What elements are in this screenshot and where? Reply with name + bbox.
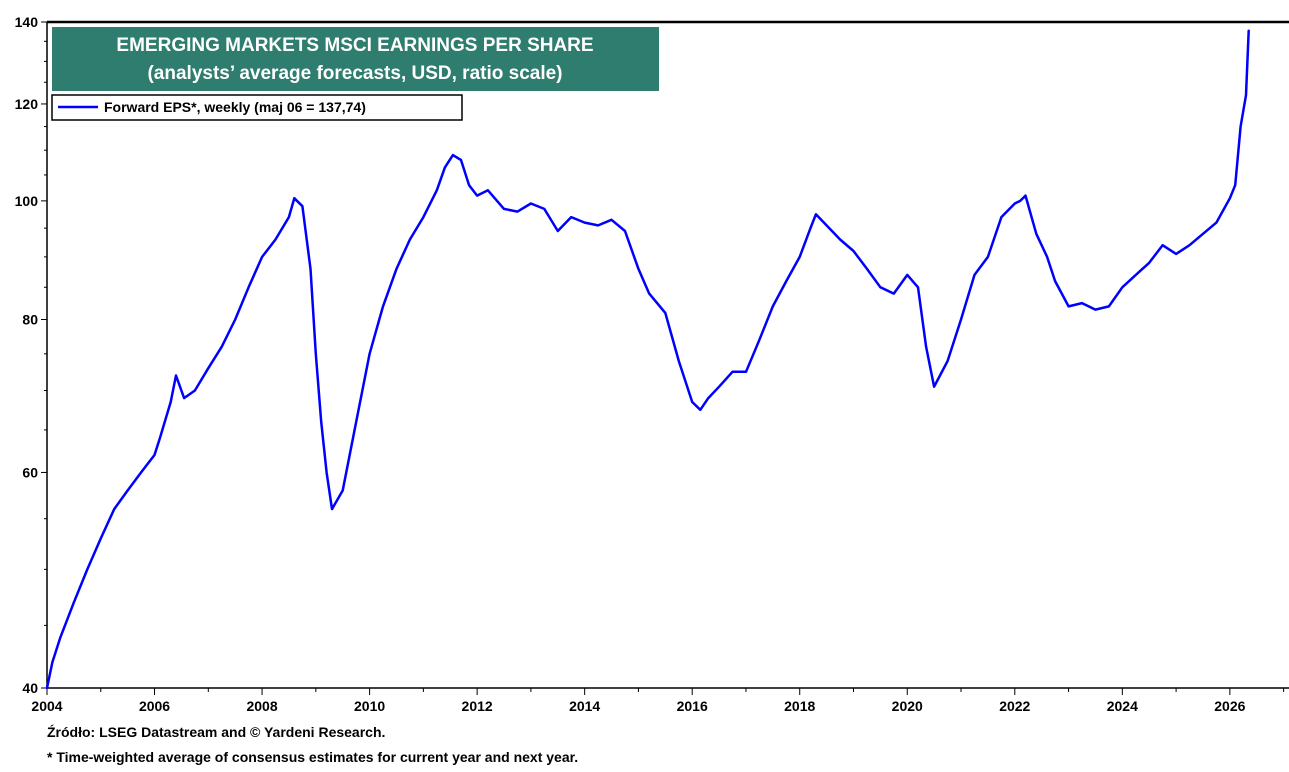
y-tick-label: 40	[22, 680, 38, 696]
x-tick-label: 2006	[139, 698, 170, 714]
x-tick-label: 2026	[1214, 698, 1245, 714]
y-axis-ticks: 40 60 80 100 120 140	[15, 14, 47, 696]
series-lines	[45, 29, 1250, 690]
x-tick-label: 2022	[999, 698, 1030, 714]
chart-subtitle: (analysts’ average forecasts, USD, ratio…	[147, 63, 562, 84]
x-tick-label: 2012	[462, 698, 493, 714]
chart-title: EMERGING MARKETS MSCI EARNINGS PER SHARE	[116, 35, 593, 56]
source-note: Źródło: LSEG Datastream and © Yardeni Re…	[47, 724, 386, 740]
series-line-forward-eps	[45, 29, 1250, 690]
x-tick-label: 2016	[677, 698, 708, 714]
y-tick-label: 80	[22, 312, 38, 328]
x-tick-label: 2014	[569, 698, 600, 714]
footnote: * Time-weighted average of consensus est…	[47, 749, 579, 765]
legend-box	[51, 94, 463, 121]
x-tick-label: 2020	[892, 698, 923, 714]
x-tick-label: 2008	[246, 698, 277, 714]
x-tick-label: 2024	[1107, 698, 1138, 714]
x-axis-ticks: 2004 2006 2008 2010 2012 2014 2016 2018 2020 2022…	[31, 688, 1285, 714]
legend-label: Forward EPS*, weekly (maj 06 = 137,74)	[104, 99, 366, 115]
x-tick-label: 2004	[31, 698, 62, 714]
y-tick-label: 120	[15, 96, 39, 112]
y-tick-label: 100	[15, 193, 39, 209]
x-tick-label: 2010	[354, 698, 385, 714]
title-box	[52, 27, 659, 91]
x-tick-label: 2018	[784, 698, 815, 714]
y-tick-label: 60	[22, 464, 38, 480]
y-tick-label: 140	[15, 14, 39, 30]
